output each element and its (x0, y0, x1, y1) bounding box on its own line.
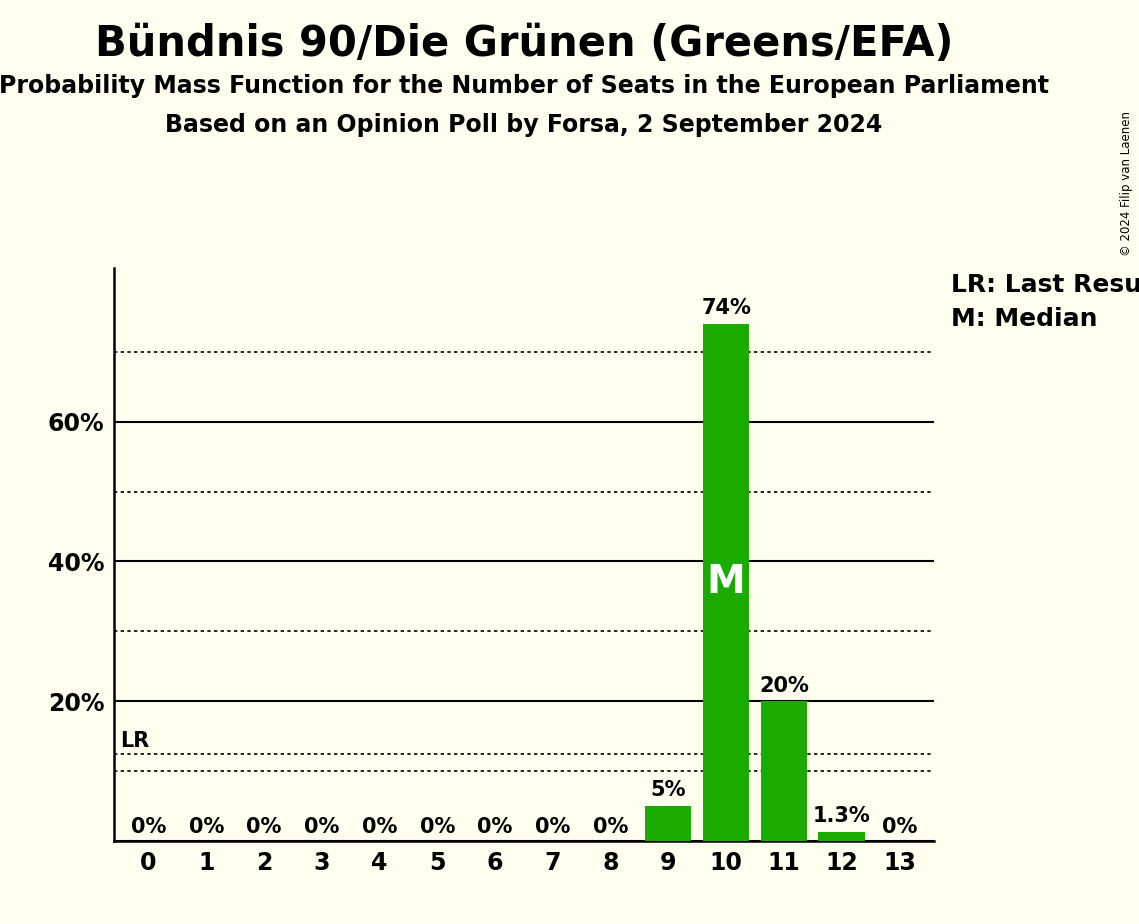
Text: 1.3%: 1.3% (813, 806, 870, 826)
Text: 0%: 0% (304, 818, 339, 837)
Text: 0%: 0% (362, 818, 398, 837)
Text: M: Median: M: Median (951, 307, 1098, 331)
Text: 0%: 0% (593, 818, 629, 837)
Text: 0%: 0% (535, 818, 571, 837)
Bar (819, 832, 865, 841)
Text: Based on an Opinion Poll by Forsa, 2 September 2024: Based on an Opinion Poll by Forsa, 2 Sep… (165, 113, 883, 137)
Text: 0%: 0% (246, 818, 281, 837)
Text: 5%: 5% (650, 781, 686, 800)
Bar (703, 323, 749, 841)
Text: Probability Mass Function for the Number of Seats in the European Parliament: Probability Mass Function for the Number… (0, 74, 1049, 98)
Text: Bündnis 90/Die Grünen (Greens/EFA): Bündnis 90/Die Grünen (Greens/EFA) (95, 23, 953, 65)
Text: 0%: 0% (477, 818, 513, 837)
Text: LR: LR (120, 731, 149, 750)
Text: 0%: 0% (419, 818, 454, 837)
Text: M: M (706, 564, 745, 602)
Text: © 2024 Filip van Laenen: © 2024 Filip van Laenen (1121, 111, 1133, 256)
Bar (645, 806, 691, 841)
Text: 20%: 20% (759, 675, 809, 696)
Text: 0%: 0% (131, 818, 166, 837)
Text: 0%: 0% (189, 818, 224, 837)
Bar (761, 701, 806, 841)
Text: 74%: 74% (702, 298, 751, 318)
Text: 0%: 0% (882, 818, 917, 837)
Text: LR: Last Result: LR: Last Result (951, 273, 1139, 297)
